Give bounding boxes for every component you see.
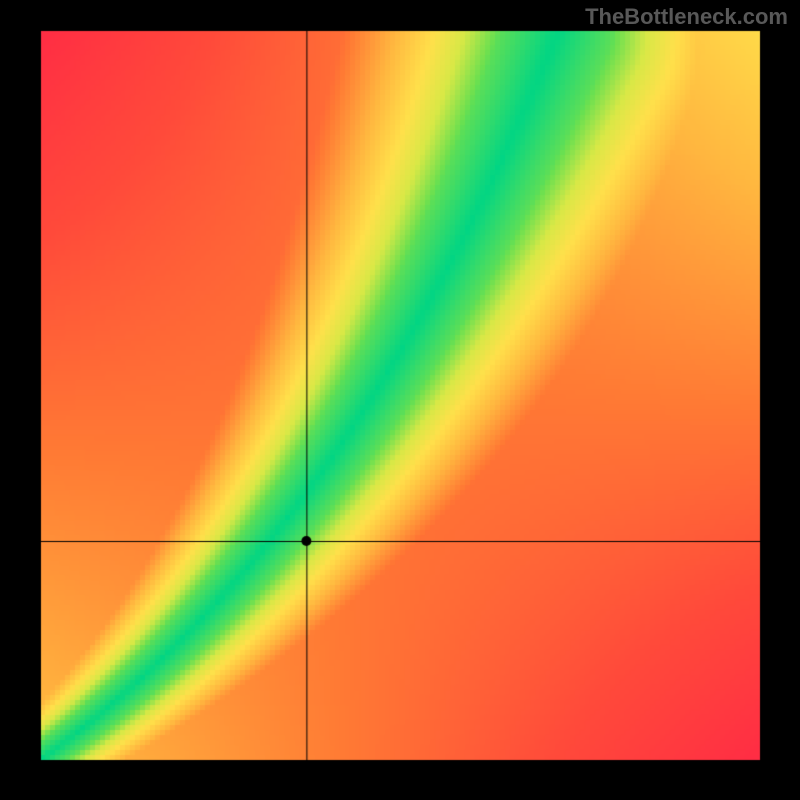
watermark-text: TheBottleneck.com	[585, 4, 788, 30]
chart-container: TheBottleneck.com	[0, 0, 800, 800]
bottleneck-heatmap	[0, 0, 800, 800]
